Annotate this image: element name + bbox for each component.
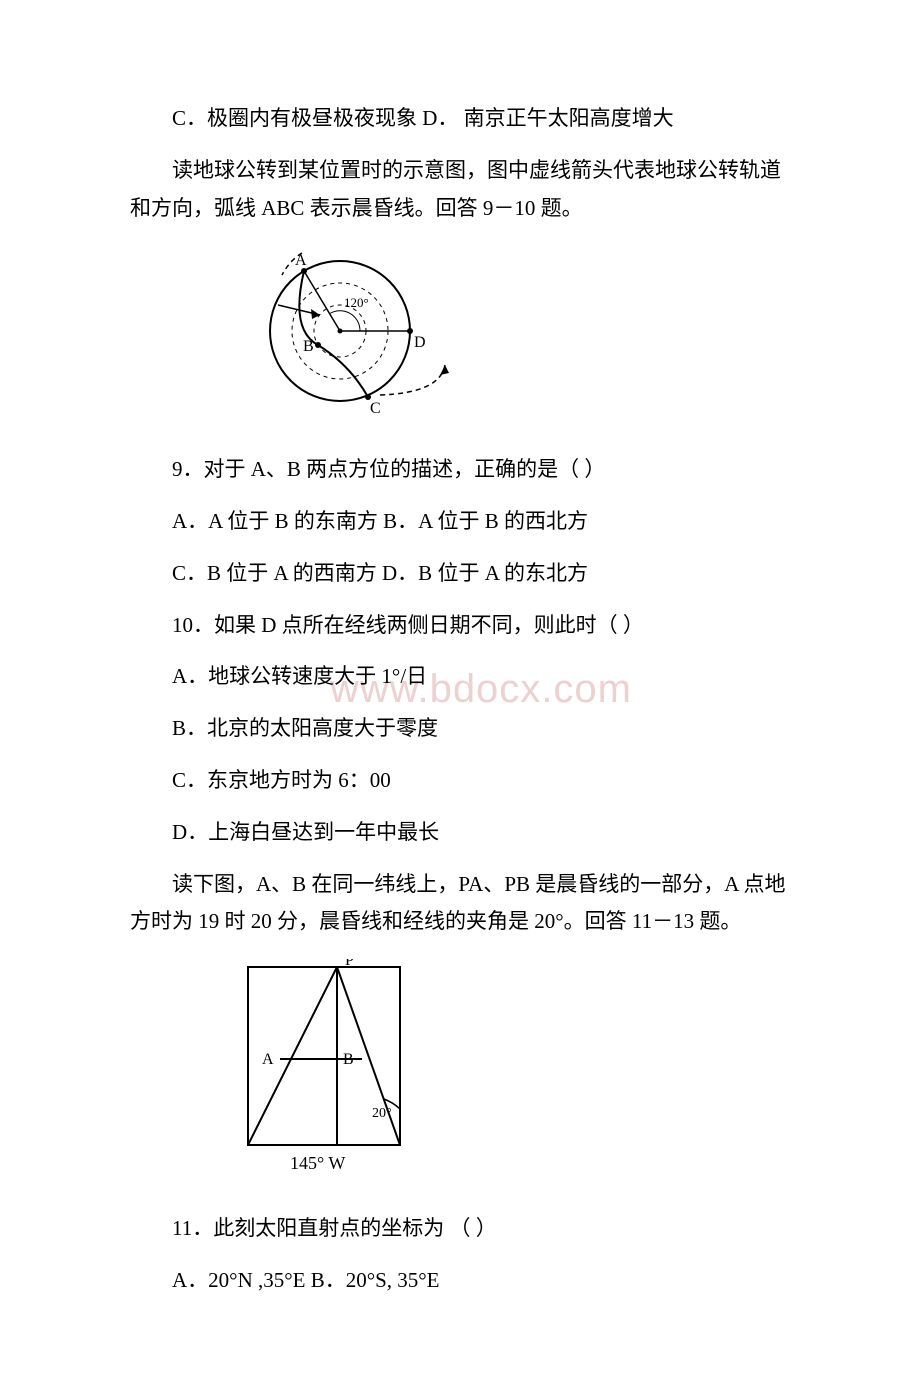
label-c: C: [370, 400, 381, 417]
option-line-cd: C．极圈内有极昼极夜现象 D． 南京正午太阳高度增大: [130, 100, 790, 138]
diagram-terminator-map: P A B 20° 145° W: [240, 959, 790, 1192]
watermark-wrap: A．地球公转速度大于 1°/日 www.bdocx.com: [130, 658, 790, 696]
q10-option-a: A．地球公转速度大于 1°/日: [130, 658, 790, 696]
terminator-map-svg: P A B 20° 145° W: [240, 959, 420, 1179]
label-a: A: [295, 252, 307, 269]
question-9: 9．对于 A、B 两点方位的描述，正确的是（ ）: [130, 451, 790, 489]
point-b: [315, 342, 321, 348]
question-context-11-13: 读下图，A、B 在同一纬线上，PA、PB 是晨昏线的一部分，A 点地方时为 19…: [130, 866, 790, 942]
label-angle-120: 120°: [344, 295, 369, 310]
diagram-earth-orbit: A B C D 120°: [240, 245, 790, 433]
question-11: 11．此刻太阳直射点的坐标为 （ ）: [130, 1210, 790, 1248]
label-b: B: [303, 338, 314, 355]
point-a: [301, 268, 307, 274]
label-d: D: [414, 334, 426, 351]
question-10: 10．如果 D 点所在经线两侧日期不同，则此时（ ）: [130, 607, 790, 645]
label-b2: B: [343, 1051, 354, 1068]
q10-option-c: C．东京地方时为 6：00: [130, 762, 790, 800]
line-to-a: [304, 271, 340, 331]
document-body: C．极圈内有极昼极夜现象 D． 南京正午太阳高度增大 读地球公转到某位置时的示意…: [130, 100, 790, 1300]
q10-option-d: D．上海白昼达到一年中最长: [130, 814, 790, 852]
label-longitude: 145° W: [290, 1153, 345, 1173]
label-a2: A: [262, 1051, 274, 1068]
label-angle-20: 20°: [372, 1106, 392, 1121]
q9-option-cd: C．B 位于 A 的西南方 D．B 位于 A 的东北方: [130, 555, 790, 593]
question-context-9-10: 读地球公转到某位置时的示意图，图中虚线箭头代表地球公转轨道和方向，弧线 ABC …: [130, 152, 790, 228]
point-c: [365, 394, 371, 400]
orbit-arrow: [440, 365, 449, 375]
label-p: P: [345, 959, 354, 969]
q9-option-ab: A．A 位于 B 的东南方 B．A 位于 B 的西北方: [130, 503, 790, 541]
q10-option-b: B．北京的太阳高度大于零度: [130, 710, 790, 748]
point-d: [407, 328, 413, 334]
q11-option-ab: A．20°N ,35°E B．20°S, 35°E: [130, 1262, 790, 1300]
earth-orbit-svg: A B C D 120°: [240, 245, 450, 420]
